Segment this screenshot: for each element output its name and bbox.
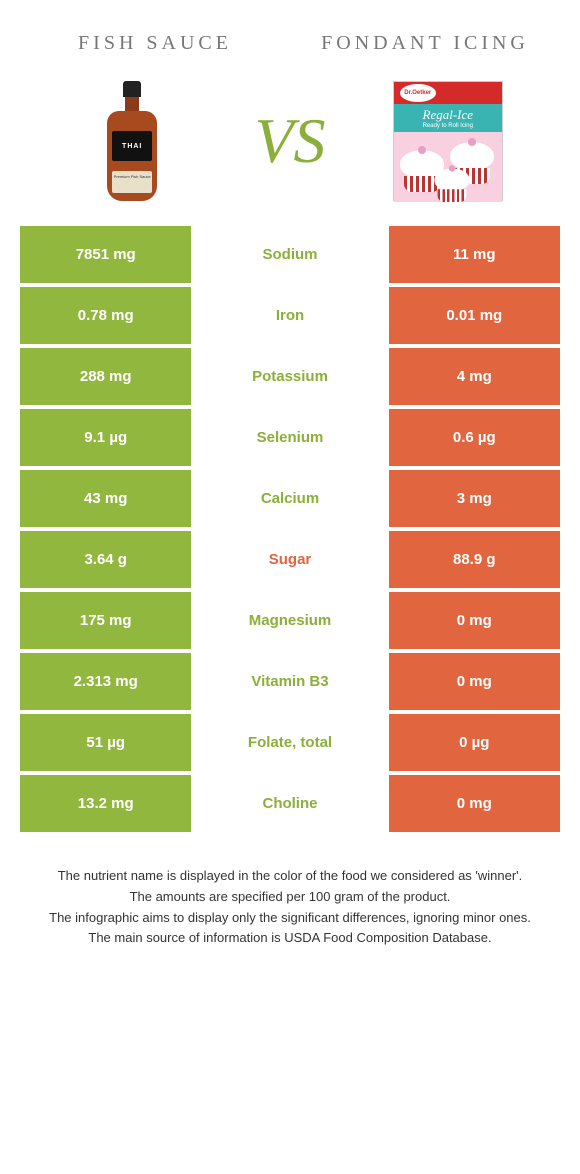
nutrient-name-cell: Iron: [191, 287, 388, 344]
left-value-cell: 51 µg: [20, 714, 191, 771]
left-value-cell: 3.64 g: [20, 531, 191, 588]
table-row: 51 µgFolate, total0 µg: [20, 714, 560, 771]
right-value-cell: 4 mg: [389, 348, 560, 405]
left-value-cell: 43 mg: [20, 470, 191, 527]
nutrient-name-cell: Calcium: [191, 470, 388, 527]
nutrient-name-cell: Potassium: [191, 348, 388, 405]
right-value-cell: 0 µg: [389, 714, 560, 771]
nutrient-name-cell: Magnesium: [191, 592, 388, 649]
footer-line-1: The nutrient name is displayed in the co…: [30, 866, 550, 887]
left-image-col: THAI Premium Fish Sauce: [20, 76, 244, 206]
table-row: 13.2 mgCholine0 mg: [20, 775, 560, 832]
left-value-cell: 7851 mg: [20, 226, 191, 283]
right-value-cell: 0 mg: [389, 592, 560, 649]
bottle-brand-label: THAI: [112, 131, 152, 161]
right-value-cell: 11 mg: [389, 226, 560, 283]
box-product-name: Regal-Ice: [423, 107, 474, 123]
right-value-cell: 0.01 mg: [389, 287, 560, 344]
left-value-cell: 288 mg: [20, 348, 191, 405]
nutrient-name-cell: Sodium: [191, 226, 388, 283]
right-value-cell: 0 mg: [389, 775, 560, 832]
left-value-cell: 2.313 mg: [20, 653, 191, 710]
nutrient-name-cell: Folate, total: [191, 714, 388, 771]
table-row: 3.64 gSugar88.9 g: [20, 531, 560, 588]
right-image-col: Dr.Oetker Regal-Ice Ready to Roll Icing: [336, 76, 560, 206]
table-row: 288 mgPotassium4 mg: [20, 348, 560, 405]
table-row: 7851 mgSodium11 mg: [20, 226, 560, 283]
table-row: 2.313 mgVitamin B30 mg: [20, 653, 560, 710]
left-value-cell: 0.78 mg: [20, 287, 191, 344]
footer-line-2: The amounts are specified per 100 gram o…: [30, 887, 550, 908]
fish-sauce-bottle-icon: THAI Premium Fish Sauce: [107, 81, 157, 201]
footer-line-4: The main source of information is USDA F…: [30, 928, 550, 949]
vs-label: VS: [244, 109, 335, 173]
box-product-sub: Ready to Roll Icing: [423, 123, 473, 129]
table-row: 43 mgCalcium3 mg: [20, 470, 560, 527]
right-value-cell: 88.9 g: [389, 531, 560, 588]
nutrient-name-cell: Vitamin B3: [191, 653, 388, 710]
nutrient-name-cell: Selenium: [191, 409, 388, 466]
footer-notes: The nutrient name is displayed in the co…: [0, 836, 580, 949]
table-row: 0.78 mgIron0.01 mg: [20, 287, 560, 344]
left-value-cell: 9.1 µg: [20, 409, 191, 466]
header-left-col: Fish sauce: [20, 30, 290, 56]
footer-line-3: The infographic aims to display only the…: [30, 908, 550, 929]
right-value-cell: 0 mg: [389, 653, 560, 710]
left-value-cell: 13.2 mg: [20, 775, 191, 832]
box-brand-oval: Dr.Oetker: [400, 84, 436, 102]
left-food-title: Fish sauce: [20, 30, 290, 56]
right-food-title: Fondant icing: [290, 30, 560, 56]
nutrient-name-cell: Choline: [191, 775, 388, 832]
right-value-cell: 0.6 µg: [389, 409, 560, 466]
left-value-cell: 175 mg: [20, 592, 191, 649]
nutrient-name-cell: Sugar: [191, 531, 388, 588]
bottle-sub-label: Premium Fish Sauce: [112, 171, 152, 193]
header-row: Fish sauce Fondant icing: [0, 0, 580, 66]
table-row: 175 mgMagnesium0 mg: [20, 592, 560, 649]
images-row: THAI Premium Fish Sauce VS Dr.Oetker Reg…: [0, 66, 580, 226]
nutrient-table: 7851 mgSodium11 mg0.78 mgIron0.01 mg288 …: [20, 226, 560, 832]
fondant-box-icon: Dr.Oetker Regal-Ice Ready to Roll Icing: [393, 81, 503, 201]
table-row: 9.1 µgSelenium0.6 µg: [20, 409, 560, 466]
right-value-cell: 3 mg: [389, 470, 560, 527]
header-right-col: Fondant icing: [290, 30, 560, 56]
